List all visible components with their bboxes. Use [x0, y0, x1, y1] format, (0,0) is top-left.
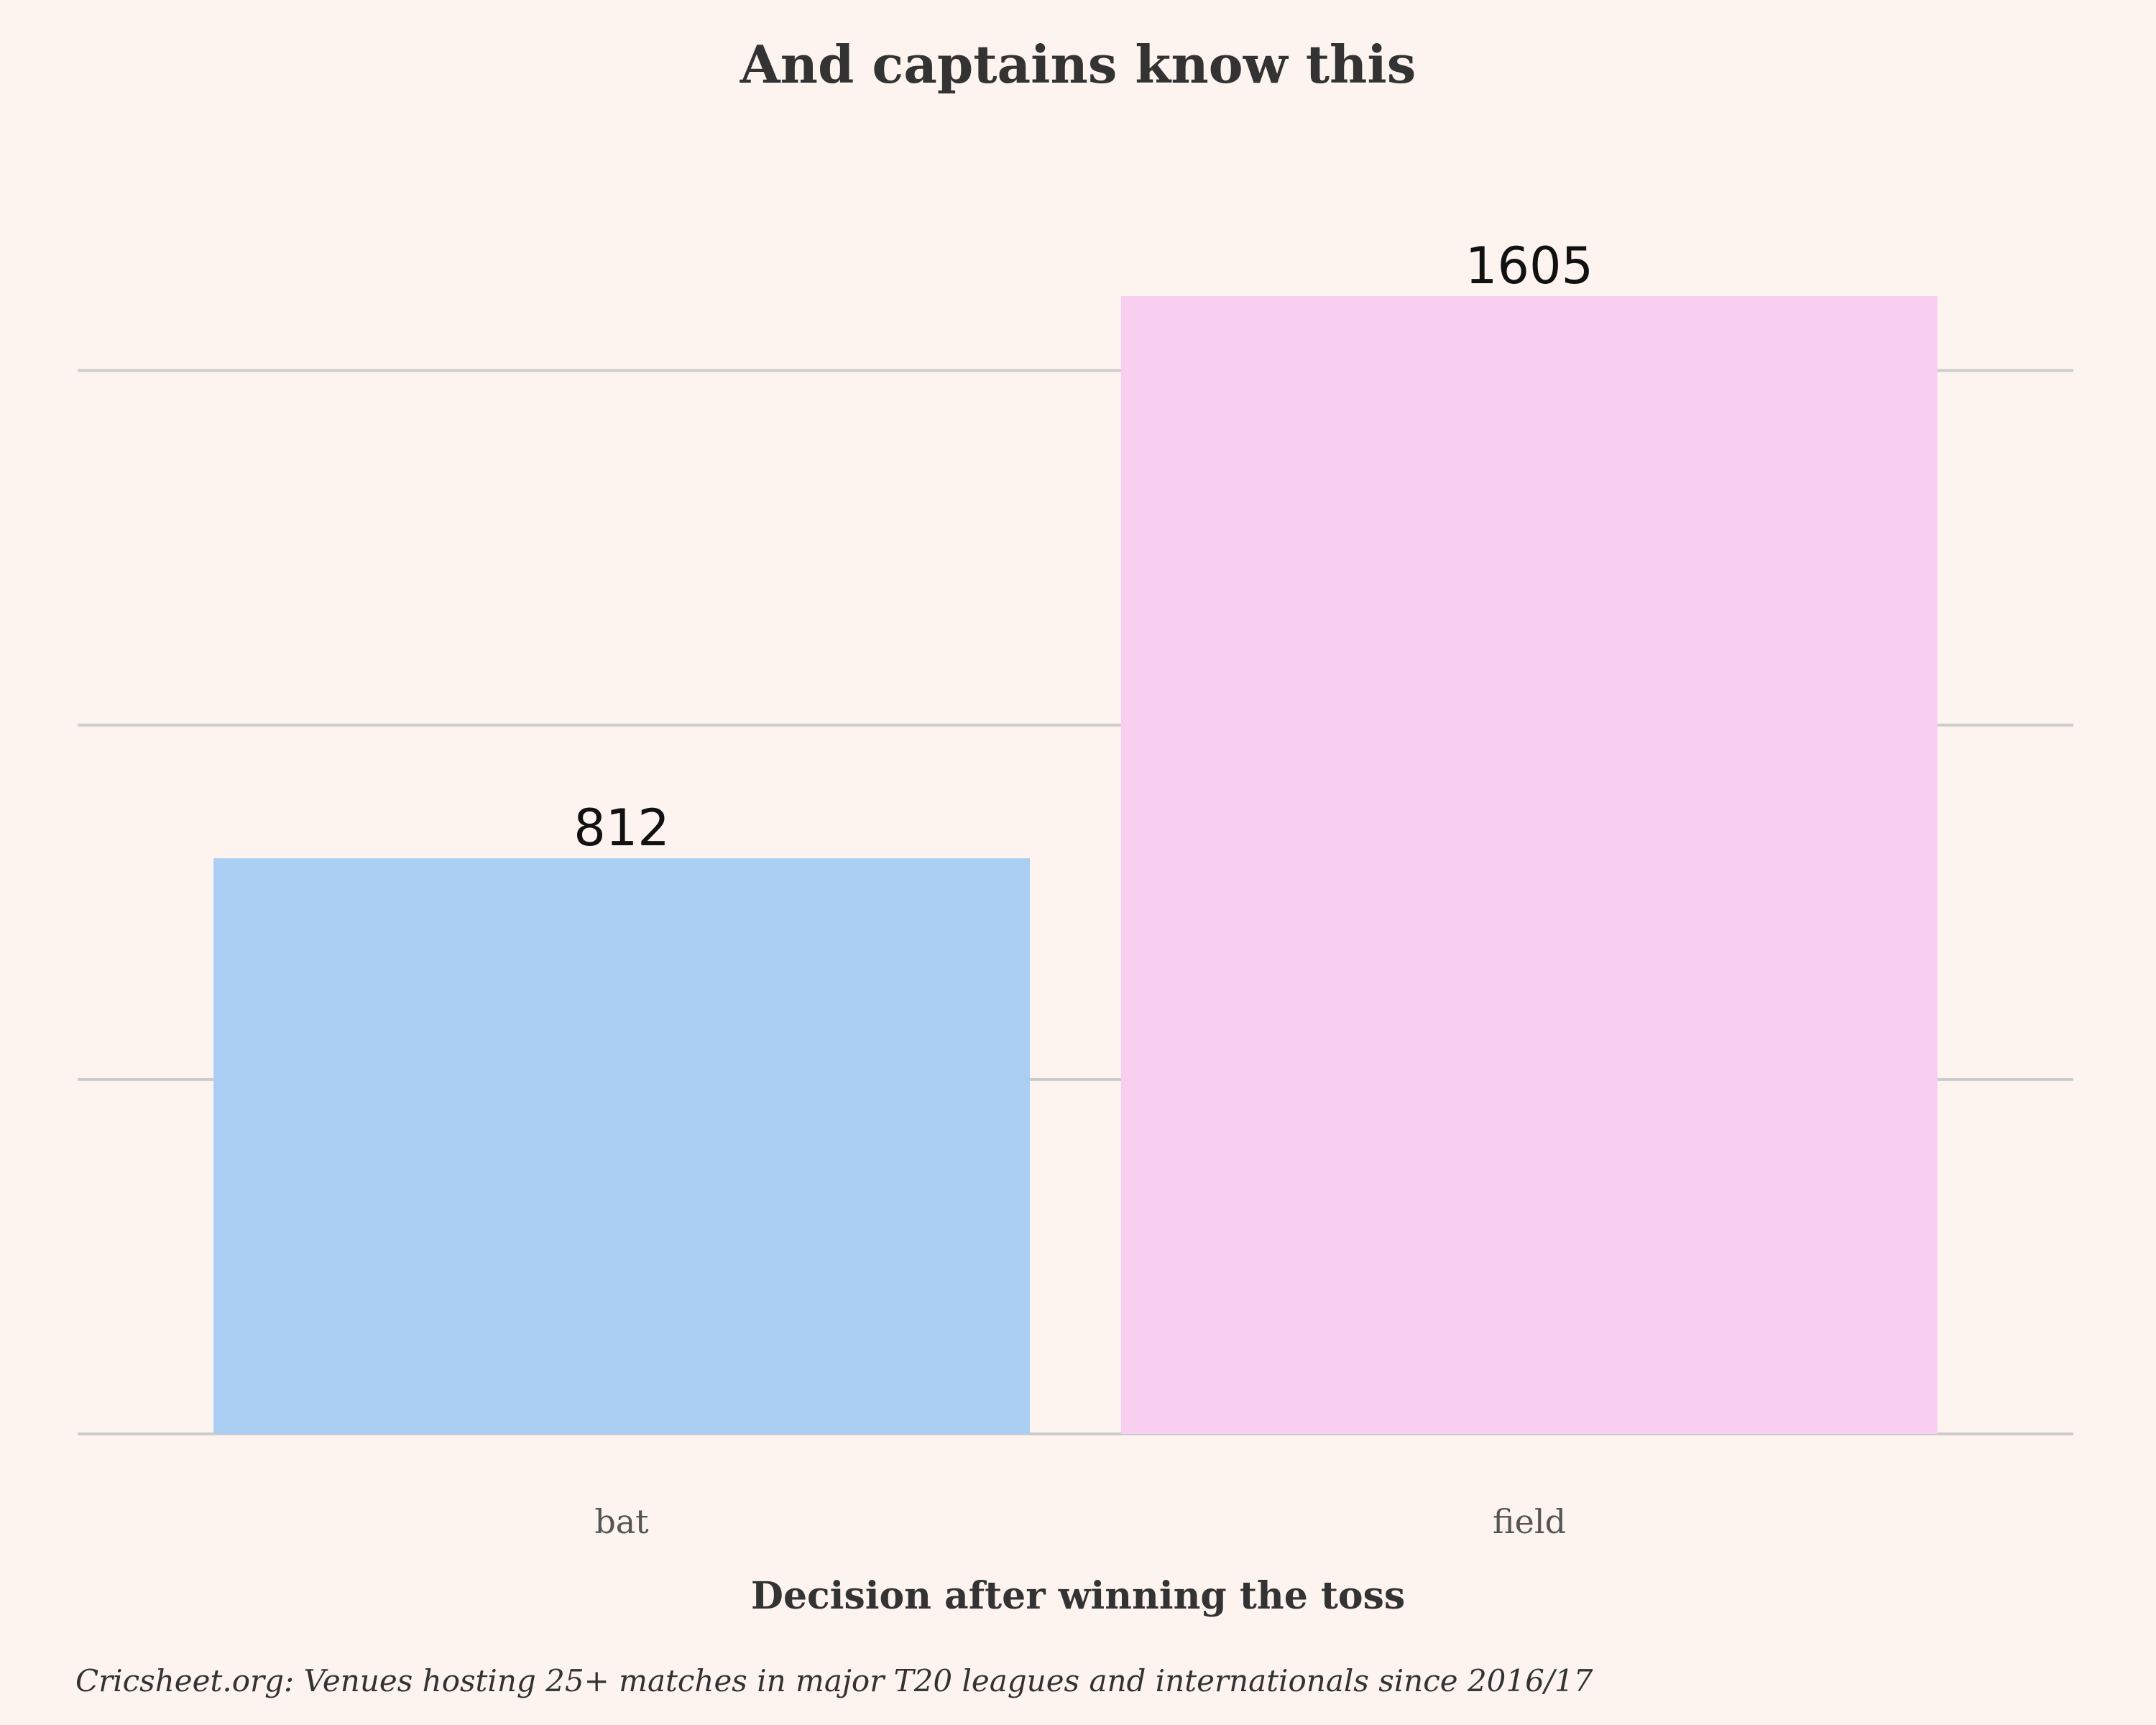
x-tick-labels: bat field — [594, 1502, 1566, 1541]
x-axis-title: Decision after winning the toss — [751, 1574, 1405, 1618]
x-tick-label-bat: bat — [594, 1502, 649, 1541]
chart-caption: Cricsheet.org: Venues hosting 25+ matche… — [75, 1663, 1593, 1698]
value-labels: 812 1605 — [573, 236, 1593, 857]
chart-title: And captains know this — [740, 34, 1416, 95]
value-label-field: 1605 — [1465, 236, 1593, 295]
x-tick-label-field: field — [1493, 1502, 1566, 1541]
bar-field — [1121, 296, 1938, 1434]
value-label-bat: 812 — [573, 799, 670, 857]
bar-bat — [213, 858, 1030, 1434]
bars — [213, 296, 1938, 1434]
